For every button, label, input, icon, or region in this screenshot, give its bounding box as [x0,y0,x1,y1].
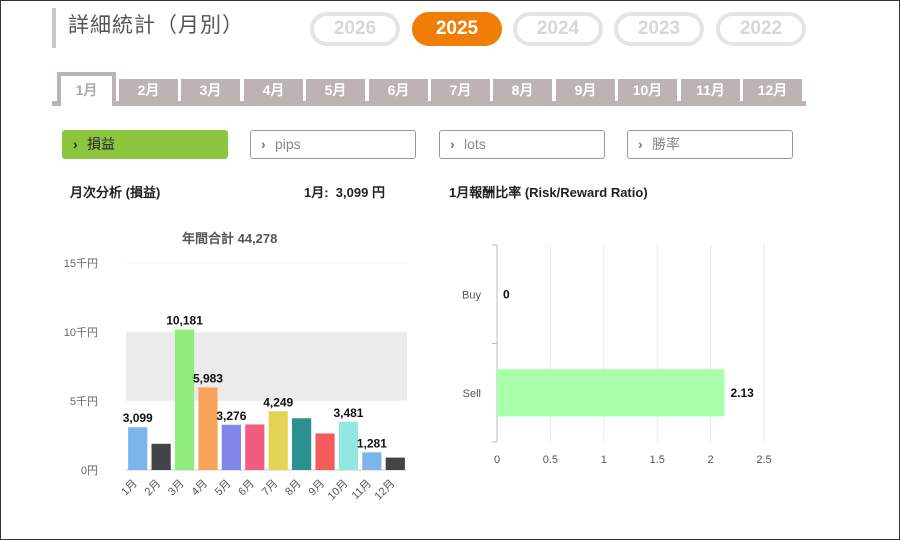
x-tick-label: 9月 [307,478,328,499]
bar-2 [151,443,171,470]
x-tick-label: 0 [494,454,500,466]
y-tick-label: 15千円 [64,257,98,270]
year-pill-2026[interactable]: 2026 [310,12,400,46]
y-tick-label: 0円 [81,465,98,477]
bar-5 [221,424,241,470]
tab-month-1[interactable]: 1月 [57,72,116,106]
monthly-profit-chart: 0円 5千円 10千円 15千円 3,099 1月 2月 10,181 3月 5,983 4月 3,2… [64,257,407,503]
data-label: 3,481 [333,406,363,420]
bar-3 [174,329,195,470]
tab-month-8[interactable]: 8月 [493,79,552,102]
bar-12 [385,457,405,470]
metric-button-profit[interactable]: › 損益 [62,130,228,159]
x-tick-label: 0.5 [543,454,558,466]
data-label: 5,983 [193,371,223,385]
year-pill-2023[interactable]: 2023 [614,12,704,46]
x-tick-label: 4月 [189,478,210,499]
data-label: 0 [503,287,510,301]
chevron-right-icon: › [450,136,455,152]
bar-9 [315,433,335,470]
x-tick-label: 11月 [350,478,374,502]
metric-label: lots [464,136,486,152]
year-pill-2024[interactable]: 2024 [513,12,603,46]
month-value-prefix: 1月: [304,185,329,200]
tab-month-12[interactable]: 12月 [743,79,802,102]
data-label: 4,249 [263,395,293,409]
tab-month-7[interactable]: 7月 [431,79,490,102]
chevron-right-icon: › [73,136,78,152]
metric-button-winrate[interactable]: › 勝率 [627,130,793,159]
year-pill-2025[interactable]: 2025 [412,12,502,46]
tab-month-6[interactable]: 6月 [369,79,428,102]
bar-10 [338,421,359,470]
data-label: 3,276 [216,409,246,423]
metric-label: 損益 [87,136,115,152]
bar-7 [268,411,288,470]
bar-4 [198,387,218,470]
metric-button-lots[interactable]: › lots [439,130,605,159]
tab-month-4[interactable]: 4月 [244,79,303,102]
chevron-right-icon: › [638,136,643,152]
y-tick-label: 5千円 [70,395,98,408]
tab-month-11[interactable]: 11月 [681,79,740,102]
metric-label: pips [275,136,301,152]
x-tick-label: 7月 [260,478,281,499]
tab-month-2[interactable]: 2月 [119,79,178,102]
x-tick-label: 2月 [143,478,164,499]
tab-month-10[interactable]: 10月 [618,79,677,102]
tab-month-3[interactable]: 3月 [181,79,240,102]
data-label: 2.13 [730,386,754,400]
x-tick-label: 12月 [372,478,397,503]
bar-1 [128,427,148,470]
metric-label: 勝率 [652,136,680,152]
annual-total: 年間合計 44,278 [182,231,278,246]
page-title: 詳細統計（月別） [52,8,244,48]
rr-ratio-title: 1月報酬比率 (Risk/Reward Ratio) [449,185,648,200]
y-tick-label: 10千円 [64,326,98,339]
bar-sell [497,369,725,417]
x-tick-label: 3月 [166,478,187,499]
x-tick-label: 1 [601,454,607,466]
x-tick-label: 8月 [283,478,304,499]
data-label: 10,181 [166,314,203,328]
metric-button-pips[interactable]: › pips [250,130,416,159]
x-tick-label: 6月 [236,478,257,499]
plot-band [126,332,407,401]
y-tick-label: Sell [463,388,481,400]
x-tick-label: 1月 [119,478,140,499]
year-selector: 2026 2025 2024 2023 2022 [310,12,810,46]
risk-reward-chart: 0 0.5 1 1.5 2 2.5 Buy 0 Sell 2.13 [462,244,772,466]
monthly-analysis-title: 月次分析 (損益) [70,185,161,200]
bar-8 [292,418,312,470]
x-tick-label: 1.5 [650,454,665,466]
chevron-right-icon: › [261,136,266,152]
year-pill-2022[interactable]: 2022 [716,12,806,46]
y-tick-label: Buy [462,289,481,301]
month-value: 3,099 円 [335,185,385,200]
tab-month-9[interactable]: 9月 [556,79,615,102]
x-tick-label: 2 [708,454,714,466]
month-tabs: 1月 2月 3月 4月 5月 6月 7月 8月 9月 10月 11月 12月 [52,72,806,106]
x-tick-label: 2.5 [756,454,771,466]
bar-6 [245,424,265,470]
x-tick-label: 5月 [213,478,234,499]
data-label: 3,099 [123,411,153,425]
tab-month-5[interactable]: 5月 [306,79,365,102]
page-title-text: 詳細統計（月別） [68,14,244,37]
data-label: 1,281 [357,436,387,450]
month-value-label: 1月: 3,099 円 [304,182,385,201]
x-tick-label: 10月 [326,478,351,503]
bar-11 [362,452,382,470]
